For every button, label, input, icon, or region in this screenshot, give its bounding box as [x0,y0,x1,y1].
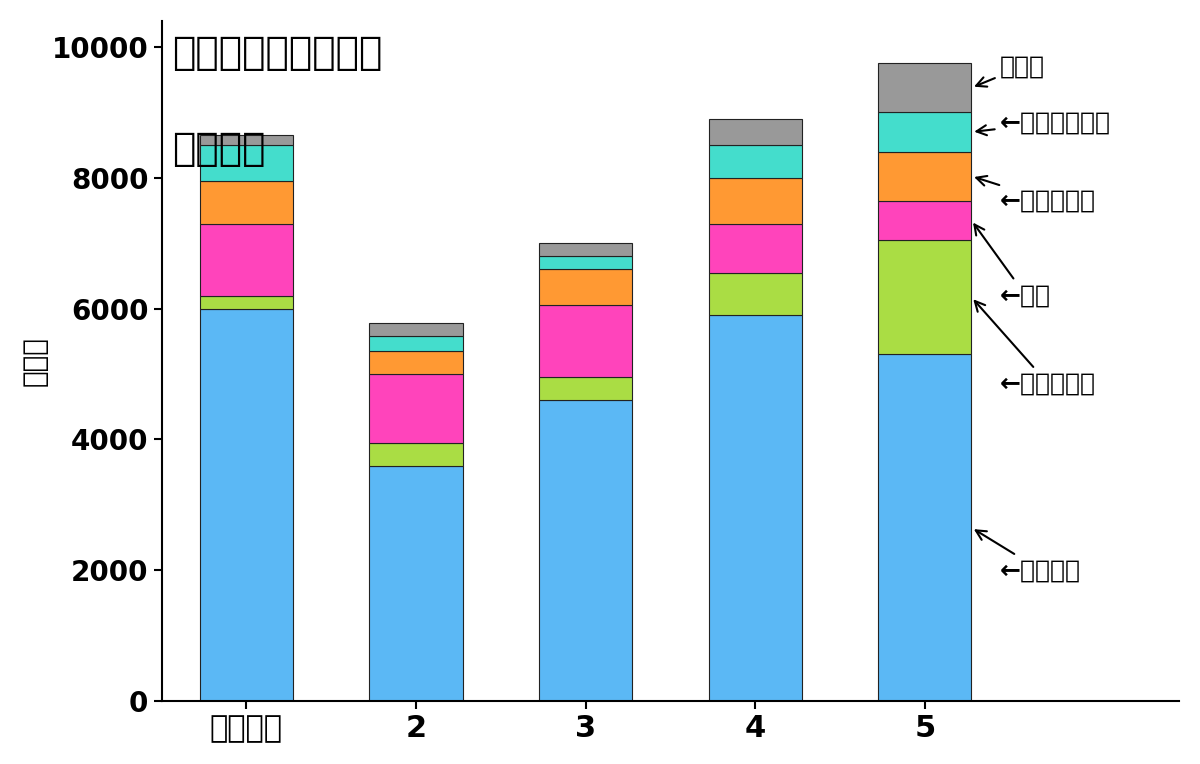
Text: 失踪者数: 失踪者数 [172,130,265,167]
Bar [370,336,462,351]
Bar [370,374,462,442]
Bar [878,201,972,240]
Bar [199,135,293,145]
Text: ←インドネシア: ←インドネシア [977,110,1111,135]
Text: ←中国: ←中国 [974,225,1051,307]
Bar [878,354,972,701]
Bar [370,442,462,465]
Bar [199,296,293,309]
Bar [539,306,632,377]
Text: ←ベトナム: ←ベトナム [976,530,1081,582]
Bar [539,270,632,306]
Bar [708,178,802,224]
Bar [370,323,462,336]
Bar [539,377,632,400]
Bar [708,119,802,145]
Bar [708,273,802,315]
Bar [878,240,972,354]
Bar [370,465,462,701]
Bar [370,351,462,374]
Bar [539,256,632,270]
Bar [708,145,802,178]
Bar [878,151,972,201]
Bar [708,315,802,701]
Bar [878,112,972,151]
Text: ←カンボジア: ←カンボジア [977,176,1097,212]
Bar [539,400,632,701]
Text: その他: その他 [976,54,1045,86]
Y-axis label: （人）: （人） [20,336,49,386]
Bar [199,224,293,296]
Bar [199,309,293,701]
Text: 国籍別の技能実習生: 国籍別の技能実習生 [172,34,382,73]
Bar [199,145,293,181]
Bar [878,63,972,112]
Bar [539,243,632,256]
Text: ←ミャンマー: ←ミャンマー [974,301,1097,396]
Bar [199,181,293,224]
Bar [708,224,802,273]
